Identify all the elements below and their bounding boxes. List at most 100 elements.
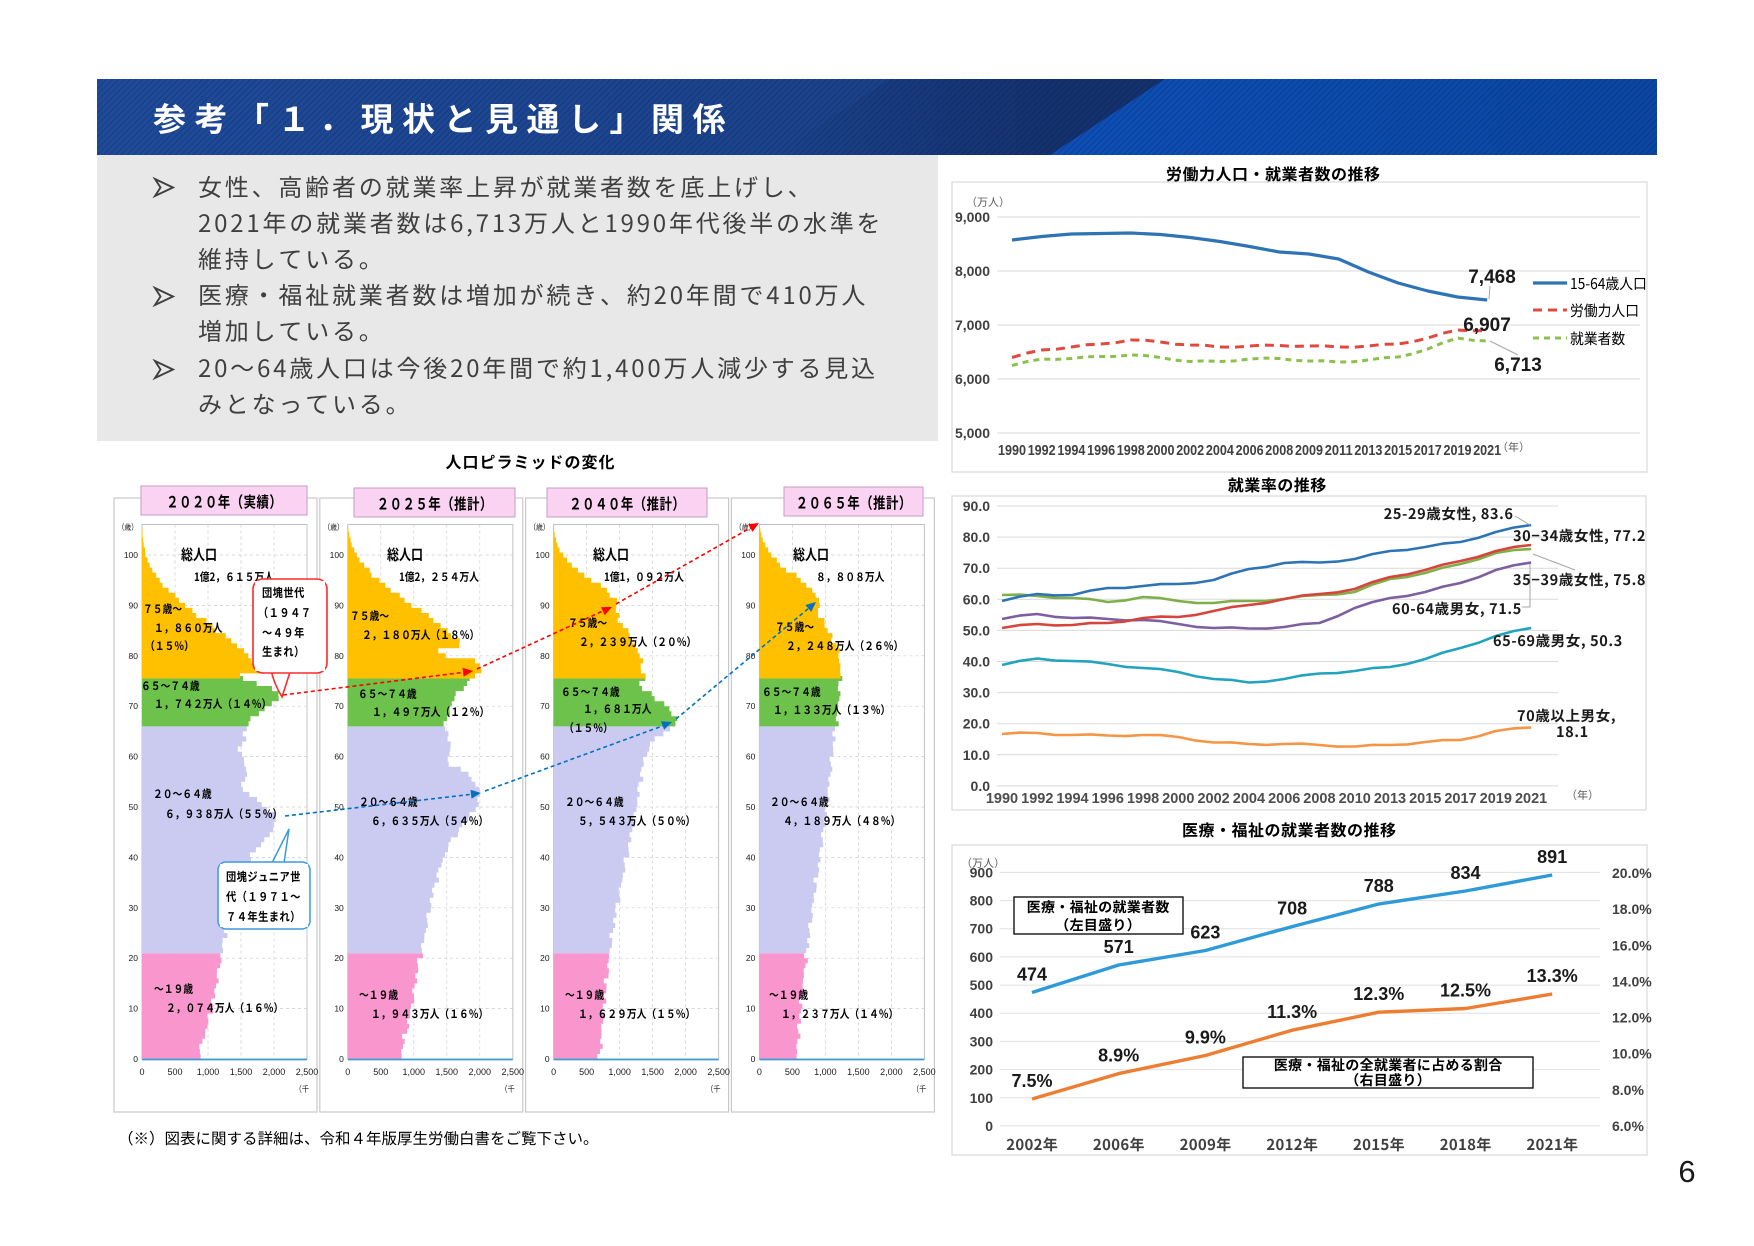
svg-text:16.0%: 16.0% xyxy=(1612,937,1652,953)
svg-text:70: 70 xyxy=(746,701,756,711)
svg-text:500: 500 xyxy=(167,1067,182,1077)
svg-text:0: 0 xyxy=(751,1054,756,1064)
svg-text:50.0: 50.0 xyxy=(963,622,990,638)
svg-text:6,713: 6,713 xyxy=(1494,355,1542,376)
svg-text:90.0: 90.0 xyxy=(963,498,990,514)
svg-text:2006: 2006 xyxy=(1236,443,1264,459)
svg-text:1,500: 1,500 xyxy=(641,1067,664,1077)
svg-text:40.0: 40.0 xyxy=(963,654,990,670)
svg-text:8.9%: 8.9% xyxy=(1098,1046,1139,1066)
svg-text:2021: 2021 xyxy=(1473,443,1501,459)
svg-text:0: 0 xyxy=(345,1067,350,1077)
svg-text:5,000: 5,000 xyxy=(955,425,990,441)
svg-text:90: 90 xyxy=(129,600,139,610)
svg-text:891: 891 xyxy=(1537,847,1567,867)
svg-text:2009: 2009 xyxy=(1295,443,1323,459)
svg-text:12.3%: 12.3% xyxy=(1353,984,1404,1004)
svg-text:40: 40 xyxy=(334,852,344,862)
svg-text:2,500: 2,500 xyxy=(913,1067,936,1077)
svg-text:788: 788 xyxy=(1364,876,1394,896)
svg-text:6,907: 6,907 xyxy=(1463,315,1511,336)
svg-text:7,000: 7,000 xyxy=(955,317,990,333)
svg-text:2,500: 2,500 xyxy=(502,1067,525,1077)
svg-text:600: 600 xyxy=(970,949,994,965)
svg-text:0: 0 xyxy=(139,1067,144,1077)
svg-text:200: 200 xyxy=(970,1062,994,1078)
svg-text:6.0%: 6.0% xyxy=(1612,1118,1644,1134)
svg-text:20: 20 xyxy=(129,953,139,963)
svg-text:0.0: 0.0 xyxy=(971,778,991,794)
svg-text:8,000: 8,000 xyxy=(955,263,990,279)
svg-text:100: 100 xyxy=(535,550,549,560)
svg-text:2019: 2019 xyxy=(1480,791,1512,807)
svg-text:60: 60 xyxy=(540,752,550,762)
svg-text:2008: 2008 xyxy=(1265,443,1293,459)
svg-text:500: 500 xyxy=(373,1067,388,1077)
svg-text:40: 40 xyxy=(129,852,139,862)
svg-text:60: 60 xyxy=(746,752,756,762)
svg-text:10: 10 xyxy=(334,1004,344,1014)
svg-text:2010: 2010 xyxy=(1339,791,1371,807)
svg-text:700: 700 xyxy=(970,921,994,937)
svg-text:10: 10 xyxy=(129,1004,139,1014)
svg-text:12.0%: 12.0% xyxy=(1612,1010,1652,1026)
svg-text:400: 400 xyxy=(970,1005,994,1021)
svg-text:1,000: 1,000 xyxy=(814,1067,837,1077)
svg-text:2,000: 2,000 xyxy=(469,1067,492,1077)
svg-text:70: 70 xyxy=(129,701,139,711)
svg-text:70: 70 xyxy=(334,701,344,711)
svg-text:623: 623 xyxy=(1190,923,1220,943)
svg-text:14.0%: 14.0% xyxy=(1612,973,1652,989)
svg-text:90: 90 xyxy=(540,600,550,610)
svg-text:50: 50 xyxy=(746,802,756,812)
svg-text:1,500: 1,500 xyxy=(230,1067,253,1077)
svg-text:1990: 1990 xyxy=(986,791,1018,807)
svg-text:2004: 2004 xyxy=(1206,443,1234,459)
svg-text:2004: 2004 xyxy=(1233,791,1265,807)
svg-text:2011: 2011 xyxy=(1325,443,1353,459)
svg-text:500: 500 xyxy=(579,1067,594,1077)
svg-text:70.0: 70.0 xyxy=(963,560,990,576)
svg-text:9.9%: 9.9% xyxy=(1185,1028,1226,1048)
svg-text:2,000: 2,000 xyxy=(880,1067,903,1077)
svg-text:2019: 2019 xyxy=(1444,443,1472,459)
svg-text:60: 60 xyxy=(129,752,139,762)
svg-text:30.0: 30.0 xyxy=(963,685,990,701)
svg-text:90: 90 xyxy=(334,600,344,610)
svg-text:50: 50 xyxy=(334,802,344,812)
svg-text:2,000: 2,000 xyxy=(674,1067,697,1077)
svg-text:1996: 1996 xyxy=(1092,791,1124,807)
svg-text:60.0: 60.0 xyxy=(963,591,990,607)
svg-text:1,000: 1,000 xyxy=(608,1067,631,1077)
svg-text:40: 40 xyxy=(746,852,756,862)
svg-text:12.5%: 12.5% xyxy=(1440,981,1491,1001)
svg-text:500: 500 xyxy=(970,977,994,993)
svg-text:7.5%: 7.5% xyxy=(1011,1071,1052,1091)
svg-text:2006: 2006 xyxy=(1268,791,1300,807)
svg-text:40: 40 xyxy=(540,852,550,862)
svg-text:1996: 1996 xyxy=(1087,443,1115,459)
svg-text:1990: 1990 xyxy=(998,443,1026,459)
svg-text:30: 30 xyxy=(540,903,550,913)
svg-text:0: 0 xyxy=(133,1054,138,1064)
svg-text:2015: 2015 xyxy=(1384,443,1412,459)
svg-text:6: 6 xyxy=(1678,1154,1695,1189)
svg-text:6,000: 6,000 xyxy=(955,371,990,387)
svg-text:1992: 1992 xyxy=(1021,791,1053,807)
svg-text:0: 0 xyxy=(985,1118,993,1134)
svg-text:80: 80 xyxy=(746,651,756,661)
svg-text:1994: 1994 xyxy=(1056,791,1088,807)
svg-text:60: 60 xyxy=(334,752,344,762)
svg-text:0: 0 xyxy=(339,1054,344,1064)
svg-text:10.0%: 10.0% xyxy=(1612,1046,1652,1062)
svg-text:708: 708 xyxy=(1277,899,1307,919)
svg-text:30: 30 xyxy=(746,903,756,913)
svg-text:8.0%: 8.0% xyxy=(1612,1082,1644,1098)
svg-text:2002: 2002 xyxy=(1176,443,1204,459)
svg-text:100: 100 xyxy=(330,550,344,560)
svg-text:571: 571 xyxy=(1104,937,1134,957)
svg-text:7,468: 7,468 xyxy=(1468,267,1516,288)
svg-text:300: 300 xyxy=(970,1033,994,1049)
svg-text:80: 80 xyxy=(129,651,139,661)
svg-text:80.0: 80.0 xyxy=(963,529,990,545)
